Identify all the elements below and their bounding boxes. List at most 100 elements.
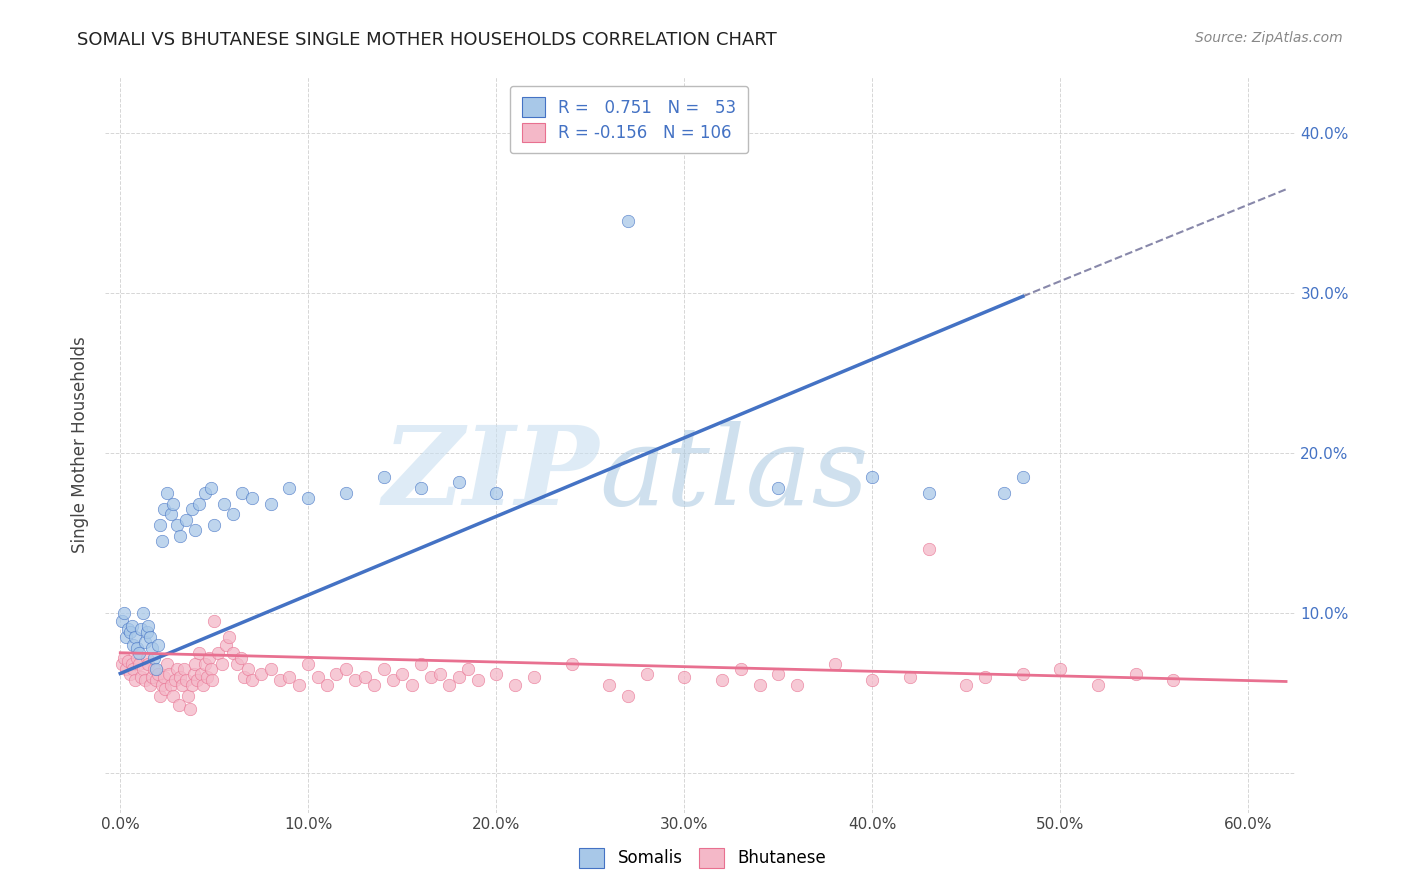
Point (162, 689, 184, 703)
Point (447, 475, 470, 489)
Point (278, 670, 301, 684)
Point (197, 650, 219, 665)
Point (307, 670, 329, 684)
Point (127, 640, 149, 655)
Point (191, 678, 214, 692)
Point (124, 630, 146, 644)
Point (860, 470, 883, 484)
Point (145, 662, 167, 676)
Point (184, 657, 207, 671)
Point (202, 517, 225, 532)
Point (166, 662, 188, 676)
Point (560, 657, 582, 671)
Point (177, 689, 200, 703)
Point (139, 630, 162, 644)
Point (150, 533, 173, 548)
Point (135, 624, 157, 639)
Point (163, 673, 186, 687)
Point (160, 507, 183, 521)
Text: ZIP: ZIP (382, 421, 599, 528)
Point (429, 666, 451, 681)
Point (1161, 673, 1184, 687)
Point (135, 650, 157, 665)
Point (118, 624, 141, 639)
Point (363, 678, 385, 692)
Point (128, 657, 150, 671)
Point (157, 666, 180, 681)
Point (152, 502, 174, 516)
Point (993, 486, 1015, 500)
Point (260, 497, 283, 511)
Point (231, 486, 253, 500)
Point (129, 670, 152, 684)
Point (174, 673, 197, 687)
Point (1125, 666, 1147, 681)
Point (411, 657, 433, 671)
Point (391, 666, 413, 681)
Point (122, 638, 145, 652)
Point (898, 670, 921, 684)
Point (162, 497, 184, 511)
Point (155, 682, 177, 697)
Point (212, 497, 235, 511)
Point (344, 673, 367, 687)
Point (335, 662, 357, 676)
Text: SOMALI VS BHUTANESE SINGLE MOTHER HOUSEHOLDS CORRELATION CHART: SOMALI VS BHUTANESE SINGLE MOTHER HOUSEH… (77, 31, 778, 49)
Point (121, 657, 143, 671)
Point (167, 698, 190, 713)
Point (184, 523, 207, 537)
Point (134, 673, 156, 687)
Point (138, 618, 160, 632)
Point (523, 670, 546, 684)
Point (194, 657, 217, 671)
Point (214, 638, 236, 652)
Point (143, 662, 166, 676)
Point (180, 502, 202, 516)
Text: atlas: atlas (599, 421, 869, 528)
Point (180, 678, 202, 692)
Point (141, 640, 163, 655)
Point (188, 497, 211, 511)
Point (166, 517, 188, 532)
Point (127, 650, 149, 665)
Point (730, 662, 752, 676)
Point (1049, 662, 1071, 676)
Point (149, 517, 172, 532)
Point (768, 481, 790, 495)
Point (297, 657, 319, 671)
Point (240, 491, 263, 505)
Point (260, 662, 283, 676)
Point (150, 678, 173, 692)
Point (325, 666, 347, 681)
Point (419, 670, 441, 684)
Point (1011, 470, 1033, 484)
Point (132, 662, 155, 676)
Point (617, 689, 640, 703)
Point (190, 666, 212, 681)
Point (128, 646, 150, 660)
Point (156, 657, 179, 671)
Point (1011, 666, 1033, 681)
Point (824, 657, 846, 671)
Point (169, 670, 191, 684)
Point (117, 654, 139, 668)
Point (112, 606, 135, 620)
Y-axis label: Single Mother Households: Single Mother Households (72, 336, 89, 553)
Point (124, 673, 146, 687)
Point (143, 650, 166, 665)
Point (439, 678, 461, 692)
Point (211, 657, 233, 671)
Point (122, 662, 145, 676)
Point (112, 650, 135, 665)
Point (138, 657, 160, 671)
Point (955, 678, 977, 692)
Point (288, 678, 311, 692)
Point (860, 673, 883, 687)
Point (194, 486, 217, 500)
Point (172, 678, 194, 692)
Point (152, 670, 174, 684)
Point (786, 678, 808, 692)
Point (229, 650, 252, 665)
Point (485, 666, 508, 681)
Point (457, 662, 479, 676)
